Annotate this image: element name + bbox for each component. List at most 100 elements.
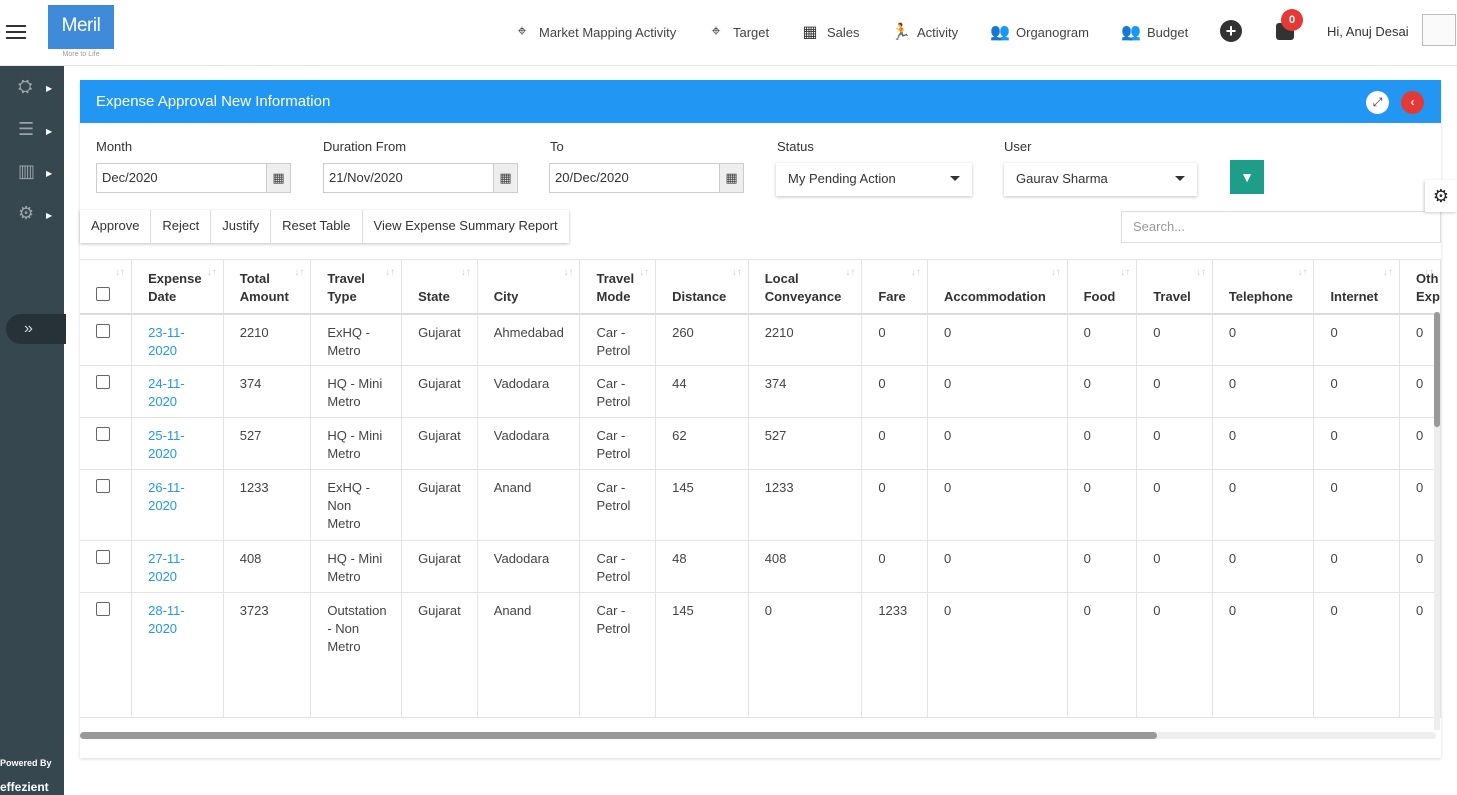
sort-icon[interactable]: ↓↑: [294, 267, 305, 278]
sort-icon[interactable]: ↓↑: [206, 267, 217, 278]
nav-activity[interactable]: 🏃 Activity: [891, 24, 959, 41]
logo[interactable]: Meril: [48, 5, 114, 49]
nav-budget[interactable]: 👥 Budget: [1121, 24, 1189, 41]
cell-line: Car -: [596, 376, 626, 391]
user-select[interactable]: Gaurav Sharma: [1004, 163, 1197, 196]
cell-date[interactable]: 27-11- 2020: [131, 540, 224, 593]
cell-date[interactable]: 25-11- 2020: [131, 417, 224, 470]
sort-icon[interactable]: ↓↑: [1383, 267, 1394, 278]
cell-date[interactable]: 23-11- 2020: [131, 313, 224, 366]
settings-gear-icon[interactable]: ⚙: [1425, 180, 1457, 212]
column-header[interactable]: Food ↓↑: [1067, 259, 1138, 315]
sort-icon[interactable]: ↓↑: [731, 267, 742, 278]
column-header[interactable]: Accommodation ↓↑: [927, 259, 1068, 315]
cell-line: Car -: [596, 324, 626, 340]
column-header[interactable]: Distance ↓↑: [655, 259, 749, 315]
cell-date[interactable]: 28-11- 2020: [131, 592, 224, 718]
row-checkbox[interactable]: [96, 550, 110, 564]
reject-button[interactable]: Reject: [151, 210, 212, 243]
avatar[interactable]: [1422, 14, 1456, 46]
sort-icon[interactable]: ↓↑: [910, 267, 921, 278]
notification-badge[interactable]: 0: [1281, 9, 1303, 31]
duration-from-input[interactable]: 21/Nov/2020: [323, 163, 495, 193]
sort-icon[interactable]: ↓↑: [563, 267, 574, 278]
cell-distance: 48: [655, 540, 749, 593]
sidebar-expand-button[interactable]: »: [6, 314, 66, 344]
sort-icon[interactable]: ↓↑: [460, 267, 471, 278]
sort-icon[interactable]: ↓↑: [1195, 267, 1206, 278]
table-row[interactable]: 25-11- 2020 527 HQ - Mini Metro Gujarat Vadoda…: [80, 417, 1441, 470]
cell-line: Metro: [327, 516, 361, 531]
sort-icon[interactable]: ↓↑: [845, 267, 856, 278]
add-icon[interactable]: +: [1220, 20, 1242, 42]
user-greeting[interactable]: Hi, Anuj Desai: [1327, 24, 1409, 39]
row-checkbox[interactable]: [96, 427, 110, 441]
sort-icon[interactable]: ↓↑: [1050, 267, 1061, 278]
view-expense-summary-button[interactable]: View Expense Summary Report: [362, 210, 569, 243]
cell-line: Non: [327, 498, 352, 513]
search-input[interactable]: Search...: [1121, 211, 1441, 243]
column-header[interactable]: Total Amount ↓↑: [223, 259, 312, 315]
nav-market-mapping-activity[interactable]: ⌖ Market Mapping Activity: [513, 20, 676, 44]
nav-sales[interactable]: ▦ Sales: [802, 24, 860, 41]
reset-table-button[interactable]: Reset Table: [271, 210, 363, 243]
filter-button[interactable]: ▼: [1230, 160, 1264, 194]
nav-organogram[interactable]: 👥 Organogram: [990, 24, 1089, 41]
status-select[interactable]: My Pending Action: [776, 163, 972, 196]
cell-date[interactable]: 26-11- 2020: [131, 469, 224, 541]
row-checkbox[interactable]: [96, 323, 110, 338]
row-checkbox[interactable]: [96, 479, 110, 493]
nav-target[interactable]: ⌖ Target: [707, 20, 769, 44]
layers-icon[interactable]: ⛭ ▶: [18, 76, 53, 96]
column-header[interactable]: Oth Exp ↓↑: [1399, 259, 1441, 315]
column-header-line2: State: [418, 288, 450, 304]
column-header[interactable]: Expense Date ↓↑: [131, 259, 224, 315]
cell-line: Petrol: [596, 446, 631, 461]
sort-icon[interactable]: ↓↑: [1424, 267, 1434, 278]
column-header[interactable]: Fare ↓↑: [861, 259, 928, 315]
to-input[interactable]: 20/Dec/2020: [549, 163, 721, 193]
table-row[interactable]: 24-11- 2020 374 HQ - Mini Metro Gujarat Vadoda…: [80, 365, 1441, 418]
sort-icon[interactable]: ↓↑: [639, 267, 650, 278]
table-row[interactable]: 27-11- 2020 408 HQ - Mini Metro Gujarat Vadoda…: [80, 540, 1441, 593]
month-input[interactable]: Dec/2020: [96, 163, 268, 193]
column-header[interactable]: Travel Mode ↓↑: [579, 259, 657, 315]
collapse-icon[interactable]: ‹: [1401, 91, 1424, 114]
table-row[interactable]: 23-11- 2020 2210 ExHQ - Metro Gujarat Ahmedaba…: [80, 313, 1441, 366]
cell-date[interactable]: 24-11- 2020: [131, 365, 224, 418]
hamburger-menu-icon[interactable]: [6, 25, 26, 39]
approve-button[interactable]: Approve: [80, 210, 152, 243]
cell-line: Petrol: [596, 498, 631, 513]
vertical-scrollbar[interactable]: [1434, 312, 1440, 730]
column-header[interactable]: State ↓↑: [401, 259, 478, 315]
horizontal-scrollbar[interactable]: [80, 732, 1436, 739]
bar-chart-icon[interactable]: ▥ ▶: [18, 161, 53, 181]
table-row[interactable]: 26-11- 2020 1233 ExHQ - Non Metro Gujarat Anand…: [80, 469, 1441, 541]
sort-icon[interactable]: ↓↑: [1120, 267, 1131, 278]
row-checkbox[interactable]: [96, 602, 110, 616]
sort-icon[interactable]: ↓↑: [115, 267, 126, 278]
table-row[interactable]: 28-11- 2020 3723 Outstation - Non Metro Gujara…: [80, 592, 1441, 718]
calendar-icon[interactable]: ▦: [266, 163, 291, 193]
calendar-icon[interactable]: ▦: [719, 163, 744, 193]
column-header[interactable]: Travel ↓↑: [1136, 259, 1213, 315]
column-header[interactable]: Internet ↓↑: [1313, 259, 1401, 315]
column-header[interactable]: Local Conveyance ↓↑: [748, 259, 863, 315]
cell-line: Metro: [327, 639, 361, 654]
select-all-checkbox[interactable]: [96, 286, 110, 301]
sort-icon[interactable]: ↓↑: [1297, 267, 1308, 278]
cell-tel: 0: [1212, 592, 1315, 718]
database-icon[interactable]: ☰ ▶: [18, 119, 53, 139]
column-header[interactable]: Travel Type ↓↑: [310, 259, 403, 315]
cell-travel: 0: [1136, 365, 1213, 418]
select-all-header[interactable]: ↓↑: [80, 259, 133, 315]
calendar-icon[interactable]: ▦: [493, 163, 518, 193]
gear-icon[interactable]: ⚙ ▶: [18, 203, 53, 223]
column-header[interactable]: City ↓↑: [477, 259, 581, 315]
expand-icon[interactable]: ⤢: [1366, 91, 1389, 114]
cell-mode: Car - Petrol: [579, 540, 657, 593]
sort-icon[interactable]: ↓↑: [385, 267, 396, 278]
column-header[interactable]: Telephone ↓↑: [1212, 259, 1315, 315]
row-checkbox[interactable]: [96, 375, 110, 389]
justify-button[interactable]: Justify: [211, 210, 272, 243]
